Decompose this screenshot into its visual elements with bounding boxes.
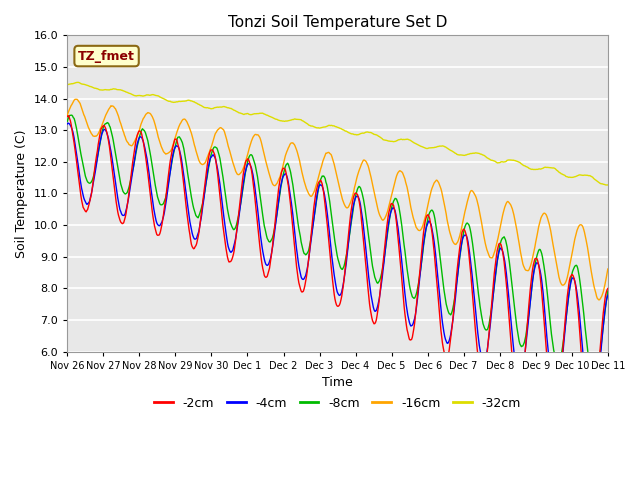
X-axis label: Time: Time — [322, 376, 353, 389]
Y-axis label: Soil Temperature (C): Soil Temperature (C) — [15, 129, 28, 258]
Text: TZ_fmet: TZ_fmet — [78, 49, 135, 62]
Title: Tonzi Soil Temperature Set D: Tonzi Soil Temperature Set D — [228, 15, 447, 30]
Legend: -2cm, -4cm, -8cm, -16cm, -32cm: -2cm, -4cm, -8cm, -16cm, -32cm — [149, 392, 526, 415]
